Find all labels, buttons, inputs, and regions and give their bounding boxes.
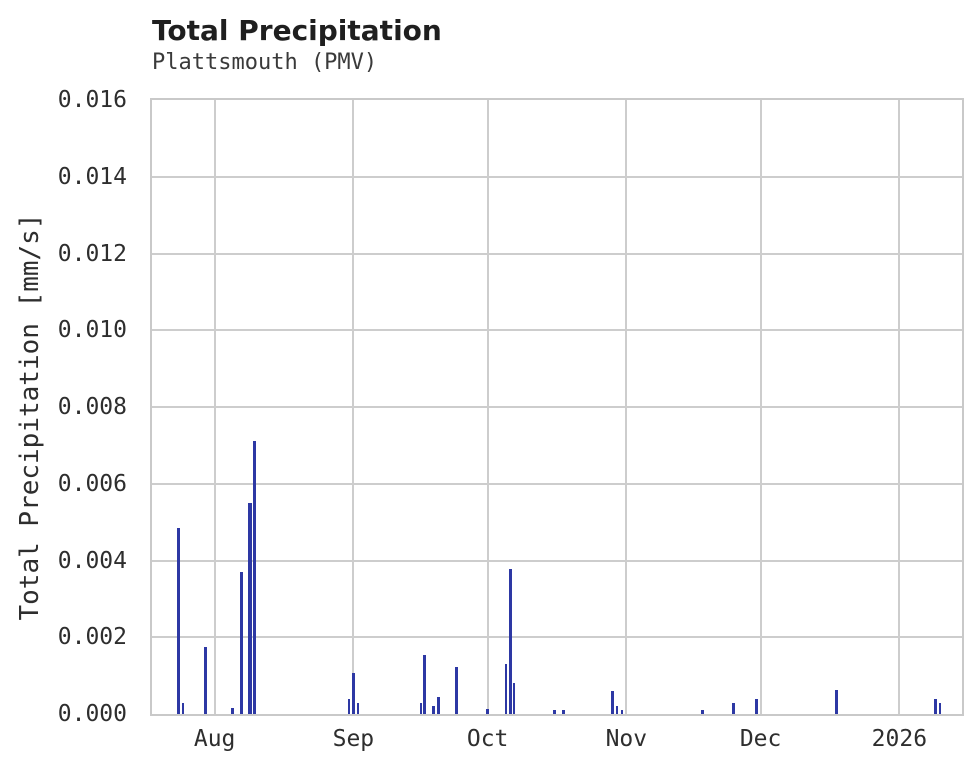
precip-bar bbox=[182, 702, 185, 714]
precip-bar bbox=[248, 502, 253, 714]
x-tick-label: Sep bbox=[332, 726, 375, 752]
precip-bar bbox=[700, 710, 704, 714]
chart-title: Total Precipitation bbox=[152, 14, 442, 47]
x-tick-labels: Aug Sep Oct Nov Dec 2026 bbox=[152, 726, 962, 762]
gridline-horizontal bbox=[152, 252, 962, 255]
gridline-vertical bbox=[625, 100, 628, 714]
gridline-horizontal bbox=[152, 406, 962, 408]
precip-bar bbox=[553, 710, 557, 714]
gridline-horizontal bbox=[152, 329, 962, 332]
gridline-vertical bbox=[352, 100, 355, 714]
precip-bar bbox=[732, 702, 736, 714]
y-tick-label: 0.010 bbox=[57, 317, 127, 344]
x-tick-label: Oct bbox=[466, 726, 509, 752]
y-tick-label: 0.002 bbox=[57, 624, 127, 651]
x-tick-label: 2026 bbox=[871, 726, 928, 752]
precip-bar bbox=[356, 702, 359, 714]
precip-bar bbox=[938, 702, 941, 714]
precip-bar bbox=[423, 654, 427, 714]
precip-bar bbox=[454, 666, 458, 714]
y-tick-label: 0.004 bbox=[57, 547, 127, 574]
precip-bar bbox=[432, 706, 436, 714]
precip-bar bbox=[835, 689, 839, 714]
bars-layer bbox=[152, 100, 962, 714]
y-tick-label: 0.012 bbox=[57, 240, 127, 267]
gridline-vertical bbox=[213, 100, 216, 714]
y-tick-labels: 0.000 0.002 0.004 0.006 0.008 0.010 0.012 0.014… bbox=[0, 0, 127, 780]
precip-bar bbox=[231, 708, 235, 714]
precip-bar bbox=[933, 698, 937, 714]
x-tick-label: Dec bbox=[739, 726, 782, 752]
precip-bar bbox=[513, 683, 516, 714]
y-tick-label: 0.008 bbox=[57, 394, 127, 420]
gridline-horizontal bbox=[152, 175, 962, 178]
precip-bar bbox=[204, 646, 208, 714]
precip-bar bbox=[253, 441, 257, 714]
precip-bar bbox=[562, 710, 566, 714]
gridline-layer bbox=[152, 100, 962, 714]
y-tick-label: 0.014 bbox=[57, 163, 127, 190]
precip-bar bbox=[620, 710, 623, 714]
precip-bar bbox=[616, 706, 619, 714]
precip-bar bbox=[504, 664, 507, 714]
x-tick-label: Aug bbox=[193, 726, 236, 752]
precip-bar bbox=[611, 690, 615, 714]
gridline-vertical bbox=[486, 100, 489, 714]
precip-bar bbox=[486, 709, 490, 714]
plot-area bbox=[150, 98, 964, 716]
precip-bar bbox=[754, 698, 758, 714]
precip-bar bbox=[436, 696, 440, 714]
gridline-vertical bbox=[759, 100, 762, 714]
precip-bar bbox=[419, 702, 422, 714]
precip-bar bbox=[240, 571, 243, 714]
y-tick-label: 0.000 bbox=[57, 701, 127, 727]
gridline-horizontal bbox=[152, 636, 962, 639]
precip-bar bbox=[347, 698, 350, 714]
precip-bar bbox=[508, 569, 512, 714]
precip-bar bbox=[177, 527, 181, 714]
chart-subtitle: Plattsmouth (PMV) bbox=[152, 50, 378, 75]
y-tick-label: 0.006 bbox=[57, 470, 127, 497]
y-tick-label: 0.016 bbox=[57, 87, 127, 113]
gridline-horizontal bbox=[152, 559, 962, 562]
x-tick-label: Nov bbox=[605, 726, 648, 752]
gridline-vertical bbox=[898, 100, 901, 714]
gridline-horizontal bbox=[152, 482, 962, 485]
precip-bar bbox=[351, 672, 355, 714]
